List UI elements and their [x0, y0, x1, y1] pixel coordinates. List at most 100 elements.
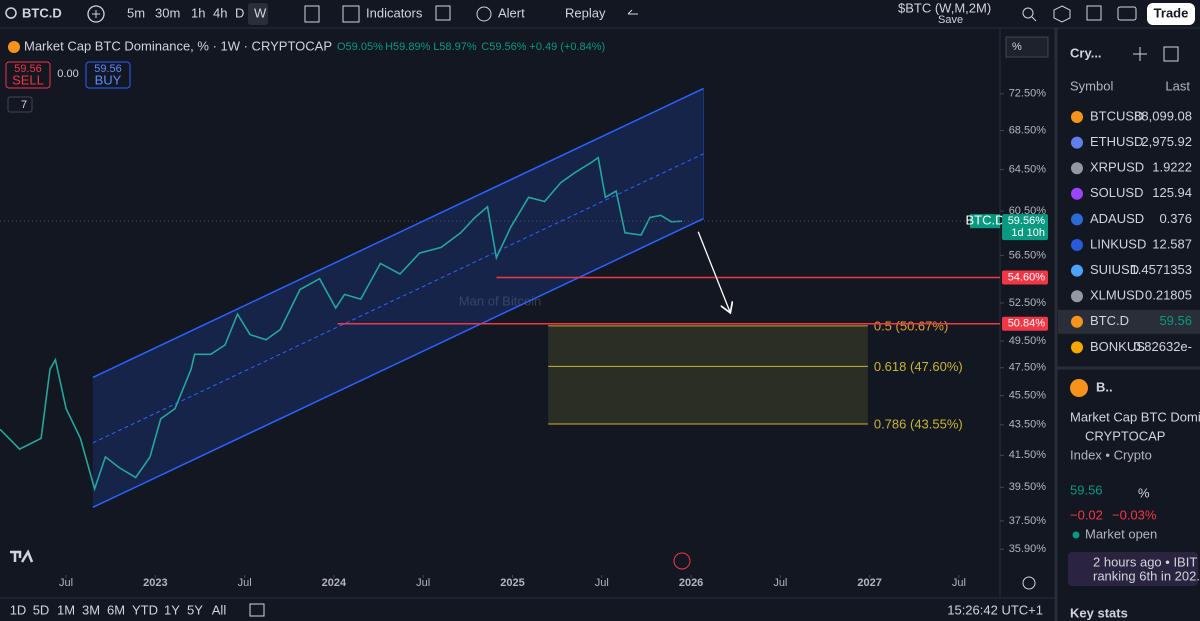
snapshot-icon[interactable] — [1117, 6, 1137, 21]
fib-label: 0.786 (43.55%) — [874, 416, 963, 431]
x-tick-label: Jul — [595, 577, 609, 589]
settings-icon[interactable] — [1053, 5, 1071, 23]
interval[interactable]: 5m — [127, 5, 145, 20]
range-button[interactable]: 1M — [57, 602, 75, 617]
x-tick-label: 2024 — [322, 577, 347, 589]
x-tick-label: 2026 — [679, 577, 703, 589]
watch-last: 0.376 — [1159, 211, 1192, 226]
watch-last: 1.9222 — [1152, 160, 1192, 175]
save-label[interactable]: Save — [938, 14, 963, 26]
add-symbol-icon[interactable] — [87, 5, 105, 23]
watch-last: 0.82632e- — [1133, 339, 1192, 354]
layout-icon[interactable] — [1163, 46, 1179, 62]
trade-label[interactable]: Trade — [1154, 5, 1189, 20]
range-button[interactable]: All — [212, 602, 227, 617]
interval[interactable]: D — [235, 5, 244, 20]
add-icon[interactable] — [1133, 47, 1147, 61]
x-tick-label: Jul — [59, 577, 73, 589]
indicator-toggle[interactable] — [7, 96, 33, 113]
detail-category: Index • Crypto — [1070, 447, 1152, 462]
watch-symbol[interactable]: ADAUSD — [1090, 211, 1144, 226]
watch-symbol[interactable]: ETHUSD — [1090, 134, 1143, 149]
y-tick-label: 37.50% — [1009, 515, 1047, 527]
templates-icon[interactable] — [435, 5, 451, 21]
fib-label: 0.618 (47.60%) — [874, 359, 963, 374]
watch-symbol[interactable]: SUIUSD — [1090, 262, 1139, 277]
tv-logo — [10, 549, 34, 563]
symbol[interactable]: BTC.D — [22, 5, 62, 20]
range-button[interactable]: 1D — [10, 602, 27, 617]
y-tick-label: 47.50% — [1009, 362, 1047, 374]
symbol-icon — [1071, 341, 1083, 354]
symbol-tag-label: BTC.D — [966, 213, 1005, 228]
indicator-count[interactable]: 7 — [21, 99, 27, 111]
price-tag — [1002, 316, 1048, 331]
alert-icon[interactable] — [476, 6, 492, 22]
watch-symbol[interactable]: BTCUSD — [1090, 108, 1143, 123]
date-range-icon[interactable] — [249, 603, 265, 617]
undo-icon[interactable] — [627, 9, 638, 15]
ohlc-value: H59.89% — [385, 41, 430, 53]
alert-button[interactable]: Alert — [498, 5, 525, 20]
news-box[interactable] — [1068, 552, 1198, 586]
percent-box[interactable] — [1005, 36, 1049, 58]
symbol-icon — [1071, 136, 1083, 149]
interval[interactable]: 4h — [213, 5, 227, 20]
ohlc-value: O59.05% — [337, 41, 383, 53]
range-button[interactable]: 3M — [82, 602, 100, 617]
symbol-icon — [1071, 111, 1083, 123]
layout-name[interactable]: $BTC (W,M,2M) — [898, 0, 991, 15]
range-button[interactable]: 6M — [107, 602, 125, 617]
detail-symbol[interactable]: B.. — [1096, 379, 1113, 394]
detail-change-pct: −0.03% — [1112, 507, 1157, 522]
channel-lower — [92, 217, 704, 508]
news-line[interactable]: 2 hours ago • IBIT — [1093, 554, 1197, 569]
buy-box[interactable] — [85, 61, 131, 89]
replay-button[interactable]: Replay — [565, 5, 606, 20]
range-button[interactable]: YTD — [132, 602, 158, 617]
watch-symbol[interactable]: BTC.D — [1090, 313, 1129, 328]
watch-symbol[interactable]: LINKUSD — [1090, 236, 1146, 251]
trade-button[interactable] — [1147, 3, 1195, 25]
indicators-icon[interactable] — [342, 5, 360, 23]
y-tick-label: 49.50% — [1009, 335, 1047, 347]
watchlist-title[interactable]: Cry... — [1070, 45, 1102, 60]
axis-settings-icon[interactable] — [1022, 576, 1036, 590]
range-button[interactable]: 1Y — [164, 602, 180, 617]
x-tick-label: 2027 — [857, 577, 881, 589]
column-header: Symbol — [1070, 78, 1113, 93]
range-button[interactable]: 5D — [33, 602, 50, 617]
watch-symbol[interactable]: XRPUSD — [1090, 160, 1144, 175]
watch-symbol[interactable]: BONKUS — [1090, 339, 1145, 354]
watch-symbol[interactable]: XLMUSD — [1090, 288, 1144, 303]
sell-price[interactable]: 59.56 — [14, 63, 42, 75]
chart-type-icon[interactable] — [304, 5, 320, 23]
range-button[interactable]: 5Y — [187, 602, 203, 617]
price-tag-label: 50.84% — [1008, 318, 1046, 330]
interval[interactable]: 30m — [155, 5, 180, 20]
interval[interactable]: W — [254, 5, 267, 20]
change: +0.49 (+0.84%) — [529, 41, 605, 53]
y-tick-label: 68.50% — [1009, 124, 1047, 136]
x-tick-label: 2025 — [500, 577, 524, 589]
x-tick-label: Jul — [238, 577, 252, 589]
buy-price[interactable]: 59.56 — [94, 63, 122, 75]
fullscreen-icon[interactable] — [1086, 5, 1102, 21]
zoom-icon[interactable] — [1022, 7, 1037, 22]
watch-last: 2,975.92 — [1141, 134, 1192, 149]
interval[interactable]: 1h — [191, 5, 205, 20]
buy-label[interactable]: BUY — [95, 72, 122, 87]
percent-toggle[interactable]: % — [1012, 41, 1022, 53]
sell-box[interactable] — [5, 61, 51, 89]
sell-label[interactable]: SELL — [12, 72, 44, 87]
symbol-icon — [1071, 213, 1083, 226]
news-line[interactable]: ranking 6th in 202... — [1093, 568, 1200, 583]
watch-symbol[interactable]: SOLUSD — [1090, 185, 1143, 200]
events-icon[interactable] — [673, 552, 691, 570]
symbol-icon — [1071, 315, 1083, 328]
indicators-button[interactable]: Indicators — [366, 5, 423, 20]
search-icon[interactable] — [5, 7, 17, 19]
ohlc-value: C59.56% — [481, 41, 526, 53]
x-tick-label: 2023 — [143, 577, 167, 589]
fib-box — [548, 325, 868, 425]
